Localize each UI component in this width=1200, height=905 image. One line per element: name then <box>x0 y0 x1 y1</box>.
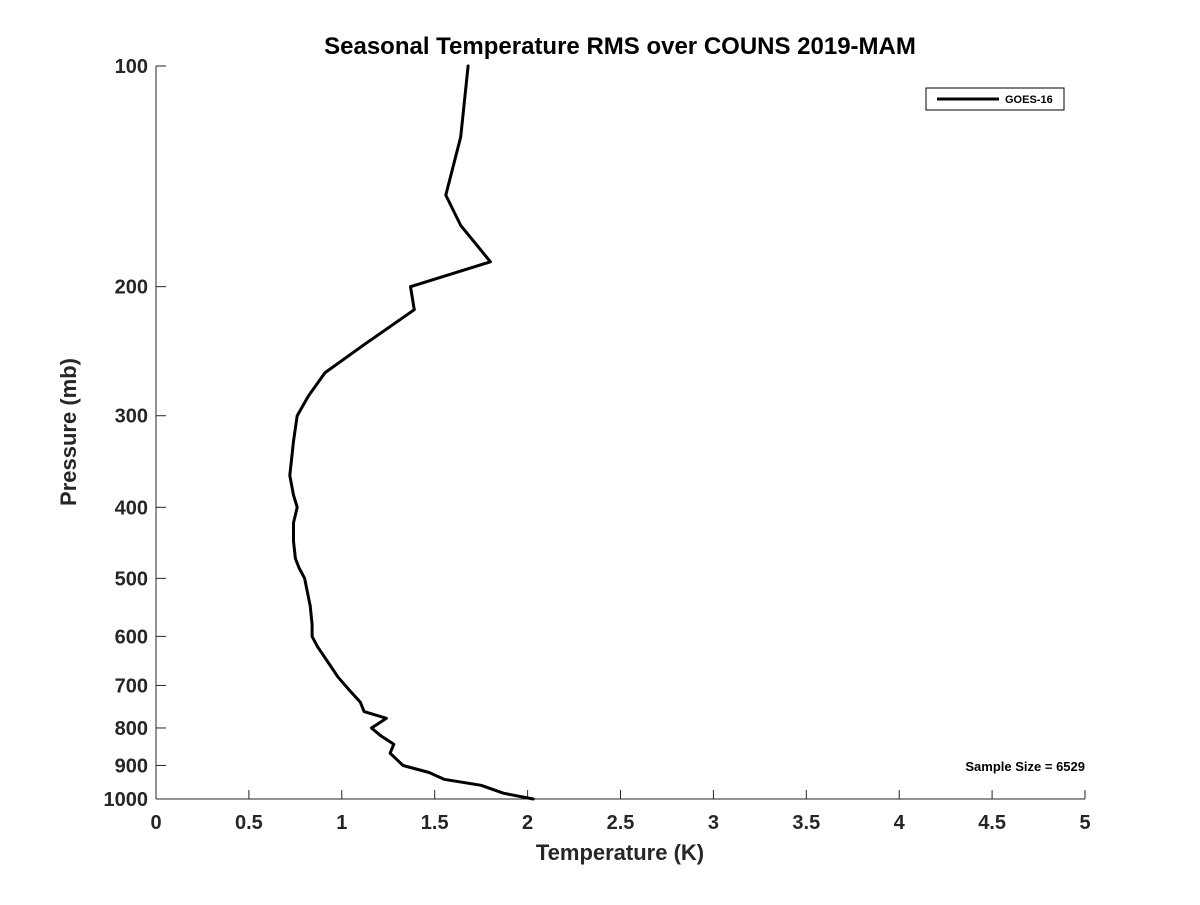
x-tick-label: 2.5 <box>607 812 635 834</box>
legend: GOES-16 <box>925 87 1065 111</box>
x-tick-label: 2 <box>522 812 533 834</box>
x-tick-label: 1 <box>336 812 347 834</box>
y-tick-label: 500 <box>115 568 148 590</box>
x-tick-label: 4 <box>894 812 906 834</box>
y-tick-label: 400 <box>115 497 148 519</box>
sample-size-annotation: Sample Size = 6529 <box>965 759 1085 774</box>
y-tick-label: 100 <box>115 56 148 78</box>
series-layer <box>288 64 535 801</box>
x-tick-label: 4.5 <box>978 812 1006 834</box>
y-axis: 100 200 300 400 500 600 700 800 900 1000 <box>104 56 166 811</box>
x-tick-label: 1.5 <box>421 812 449 834</box>
legend-label-goes-16: GOES-16 <box>1005 94 1053 106</box>
x-tick-label: 5 <box>1079 812 1090 834</box>
x-tick-label: 3 <box>708 812 719 834</box>
y-tick-label: 700 <box>115 675 148 697</box>
y-tick-label: 800 <box>115 718 148 740</box>
x-axis-label: Temperature (K) <box>536 840 704 865</box>
y-tick-label: 600 <box>115 626 148 648</box>
x-tick-label: 0 <box>150 812 161 834</box>
x-tick-label: 3.5 <box>792 812 820 834</box>
x-axis: 0 0.5 1 1.5 2 2.5 3 3.5 4 4.5 5 <box>150 790 1091 834</box>
series-line-goes-16 <box>288 64 535 801</box>
x-tick-label: 0.5 <box>235 812 263 834</box>
y-tick-label: 900 <box>115 755 148 777</box>
y-tick-label: 300 <box>115 406 148 428</box>
y-tick-label: 1000 <box>104 789 149 811</box>
y-axis-label: Pressure (mb) <box>56 358 81 506</box>
y-tick-label: 200 <box>115 277 148 299</box>
chart-title: Seasonal Temperature RMS over COUNS 2019… <box>324 33 916 60</box>
